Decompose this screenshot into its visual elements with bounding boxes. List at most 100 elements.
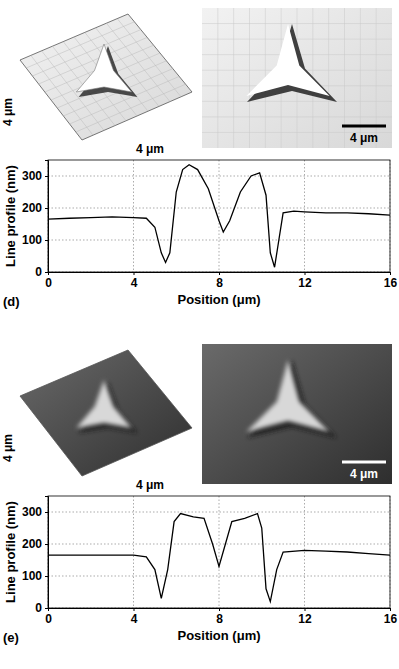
x-axis: 0 4 8 12 16 <box>45 608 397 626</box>
tick-mark <box>45 176 48 177</box>
tick-label: 300 <box>22 169 42 183</box>
tick: 300 <box>22 505 48 519</box>
tick-mark <box>45 208 48 209</box>
y-axis-title: Line profile (nm) <box>3 165 18 267</box>
tick-label: 8 <box>216 276 223 290</box>
tick-label: 300 <box>22 505 42 519</box>
grid-line <box>133 160 134 272</box>
tick: 16 <box>384 608 398 626</box>
tick-label: 4 <box>131 612 138 626</box>
tick-label: 200 <box>22 537 42 551</box>
tick-mark <box>45 240 48 241</box>
surface-grid <box>328 8 329 148</box>
tick: 200 <box>22 201 48 215</box>
tick: 8 <box>216 608 223 626</box>
tripod-top <box>246 360 329 432</box>
tick-label: 0 <box>35 601 42 615</box>
grid-line <box>219 496 220 608</box>
tick-mark <box>45 608 48 609</box>
tick: 200 <box>22 537 48 551</box>
tick: 4 <box>131 608 138 626</box>
afm-images: 4 μm 4 μm 4 μm <box>1 8 392 156</box>
grid-line <box>133 496 134 608</box>
afm-images: 4 μm 4 μm 4 μm <box>1 344 392 492</box>
y-axis: 0 100 200 300 <box>22 497 49 616</box>
grid-line <box>304 496 305 608</box>
tick: 0 <box>35 601 48 615</box>
tick-mark <box>45 576 48 577</box>
axis-line <box>45 497 49 609</box>
tripod-top <box>246 24 329 96</box>
grid-line <box>48 544 390 545</box>
tick: 12 <box>298 608 312 626</box>
surface-grid <box>249 8 250 148</box>
tick-label: 16 <box>384 612 398 626</box>
grid-line <box>219 160 220 272</box>
y-axis-title: Line profile (nm) <box>3 501 18 603</box>
tick: 100 <box>22 569 48 583</box>
tripod-shadow <box>247 24 337 102</box>
axis-line <box>45 161 49 273</box>
tick: 16 <box>384 272 398 290</box>
tick-label: 4 <box>131 276 138 290</box>
scale-bar-label: 4 μm <box>350 131 378 145</box>
scale-bar-label: 4 μm <box>1 434 15 462</box>
figure: 4 μm 4 μm 4 μm 0 4 8 12 16 0 100 200 300 Line profil… <box>0 0 399 669</box>
surface-grid <box>202 116 392 117</box>
grid-line <box>304 160 305 272</box>
line-chart: 0 4 8 12 16 0 100 200 300 Line profile (nm) Positi… <box>3 496 397 645</box>
afm-3d-surface <box>20 14 192 140</box>
tick-label: 200 <box>22 201 42 215</box>
scale-bar-label: 4 μm <box>350 467 378 481</box>
tick-label: 0 <box>45 276 52 290</box>
afm-top-view <box>202 8 392 148</box>
grid <box>48 496 390 608</box>
panel-label: (e) <box>3 630 19 645</box>
panel-label: (d) <box>3 294 20 309</box>
grid-line <box>48 176 390 177</box>
grid-line <box>48 512 390 513</box>
tick-label: 100 <box>22 569 42 583</box>
line-chart: 0 4 8 12 16 0 100 200 300 Line profile (nm) Positi… <box>3 160 397 309</box>
surface-grid <box>233 8 234 148</box>
scale-bar-label: 4 μm <box>1 98 15 126</box>
tick-label: 12 <box>298 612 312 626</box>
tick: 300 <box>22 169 48 183</box>
tripod-3d <box>76 380 131 428</box>
plot-area <box>48 165 390 267</box>
scale-bar <box>342 461 386 464</box>
x-axis-title: Position (μm) <box>177 292 260 307</box>
tick: 8 <box>216 272 223 290</box>
tick: 0 <box>45 608 52 626</box>
tick: 12 <box>298 272 312 290</box>
scale-bar <box>342 125 386 128</box>
tick: 0 <box>45 272 52 290</box>
tick-label: 0 <box>35 265 42 279</box>
grid-line <box>48 576 390 577</box>
x-axis-title: Position (μm) <box>177 628 260 643</box>
scale-bar-label: 4 μm <box>136 142 164 156</box>
afm-3d-surface <box>20 350 192 476</box>
tick-label: 8 <box>216 612 223 626</box>
tick-mark <box>45 512 48 513</box>
plot-frame <box>48 160 390 272</box>
surface-grid <box>202 39 392 40</box>
surface-grid <box>202 23 392 24</box>
profile-line <box>48 514 390 602</box>
tick-label: 0 <box>45 612 52 626</box>
plot-area <box>48 514 390 602</box>
tick: 100 <box>22 233 48 247</box>
tripod-3d <box>76 44 131 92</box>
tick-mark <box>45 544 48 545</box>
afm-top-view <box>202 344 392 484</box>
grid <box>48 160 390 272</box>
tick: 0 <box>35 265 48 279</box>
tick-label: 100 <box>22 233 42 247</box>
scale-bar-label: 4 μm <box>136 478 164 492</box>
tick-mark <box>45 272 48 273</box>
surface-grid <box>202 101 392 102</box>
y-axis: 0 100 200 300 <box>22 161 49 280</box>
surface-grid <box>217 8 218 148</box>
grid-line <box>48 208 390 209</box>
surface-grid <box>74 37 137 116</box>
